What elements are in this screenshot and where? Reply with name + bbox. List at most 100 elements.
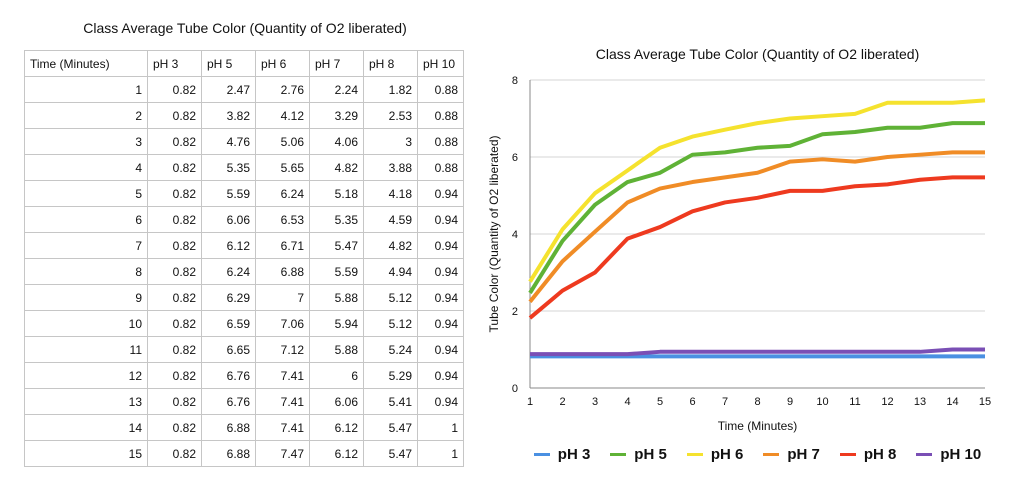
- table-row: 14 0.82 6.88 7.41 6.12 5.47 1: [24, 414, 464, 441]
- x-tick-label: 5: [657, 396, 663, 408]
- table-row: 1 0.82 2.47 2.76 2.24 1.82 0.88: [24, 76, 464, 103]
- legend-item: pH 6: [686, 446, 744, 463]
- data-table: Time (Minutes) pH 3 pH 5 pH 6 pH 7 pH 8 pH 10 …: [24, 50, 464, 467]
- table-cell: 5.65: [255, 154, 310, 181]
- chart-title: Class Average Tube Color (Quantity of O2…: [595, 46, 920, 62]
- legend-item: pH 8: [839, 446, 896, 463]
- chart-legend: pH 3 pH 5 pH 6 pH 7 pH 8 pH 10: [520, 446, 995, 463]
- y-tick-label: 2: [512, 306, 518, 318]
- y-tick-label: 0: [512, 383, 518, 395]
- table-cell: 4.76: [201, 128, 256, 155]
- table-cell: 3.29: [309, 102, 364, 129]
- table-cell: 4.94: [363, 258, 418, 285]
- table-cell: 7.47: [255, 440, 310, 467]
- table-cell: 6.76: [201, 362, 256, 389]
- table-cell: 2.47: [201, 76, 256, 103]
- table-cell: 0.94: [417, 284, 464, 311]
- legend-swatch: [763, 453, 780, 456]
- table-cell: 0.88: [417, 154, 464, 181]
- series-line-ph7: [528, 150, 985, 304]
- table-cell: 7.41: [255, 362, 310, 389]
- table-cell: 5.12: [363, 284, 418, 311]
- legend-swatch: [916, 453, 933, 456]
- table-cell: 0.82: [147, 76, 202, 103]
- table-cell: 0.94: [417, 258, 464, 285]
- table-cell: 6.12: [309, 440, 364, 467]
- table-cell: 6.88: [255, 258, 310, 285]
- table-cell: 7.12: [255, 336, 310, 363]
- table-row: 4 0.82 5.35 5.65 4.82 3.88 0.88: [24, 154, 464, 181]
- table-cell: 0.94: [417, 232, 464, 259]
- table-cell: 0.82: [147, 362, 202, 389]
- legend-swatch: [686, 453, 703, 456]
- table-row: 2 0.82 3.82 4.12 3.29 2.53 0.88: [24, 102, 464, 129]
- legend-item: pH 10: [916, 446, 981, 463]
- legend-swatch: [533, 453, 550, 456]
- table-cell: 2.53: [363, 102, 418, 129]
- table-header-cell: pH 6: [255, 50, 310, 77]
- table-cell: 5.88: [309, 284, 364, 311]
- y-axis-label: Tube Color (Quantity of O2 liberated): [487, 136, 501, 333]
- series-line-ph10: [530, 347, 985, 357]
- table-title: Class Average Tube Color (Quantity of O2…: [83, 20, 407, 36]
- x-tick-label: 7: [722, 396, 728, 408]
- table-cell: 2: [24, 102, 148, 129]
- x-tick-label: 13: [914, 396, 926, 408]
- x-tick-label: 11: [849, 396, 860, 408]
- x-tick-label: 14: [946, 396, 958, 408]
- table-cell: 5.59: [201, 180, 256, 207]
- table-cell: 10: [24, 310, 148, 337]
- x-tick-label: 15: [979, 396, 991, 408]
- series-line-ph5: [528, 121, 985, 294]
- legend-label: pH 5: [634, 446, 667, 463]
- table-cell: 1: [417, 414, 464, 441]
- table-cell: 0.94: [417, 206, 464, 233]
- legend-item: pH 5: [610, 446, 667, 463]
- table-cell: 6.12: [309, 414, 364, 441]
- legend-label: pH 3: [557, 446, 591, 463]
- table-row: 11 0.82 6.65 7.12 5.88 5.24 0.94: [24, 336, 464, 363]
- table-row: 13 0.82 6.76 7.41 6.06 5.41 0.94: [24, 388, 464, 415]
- table-cell: 0.82: [147, 232, 202, 259]
- legend-item: pH 7: [763, 446, 820, 463]
- legend-label: pH 6: [710, 446, 744, 463]
- legend-swatch: [839, 453, 856, 456]
- table-cell: 5.47: [309, 232, 364, 259]
- table-cell: 4.12: [255, 102, 310, 129]
- table-cell: 0.82: [147, 128, 202, 155]
- table-row: 8 0.82 6.24 6.88 5.59 4.94 0.94: [24, 258, 464, 285]
- table-cell: 7: [24, 232, 148, 259]
- x-tick-label: 2: [559, 396, 565, 408]
- table-header-cell: pH 3: [147, 50, 202, 77]
- table-row: 12 0.82 6.76 7.41 6 5.29 0.94: [24, 362, 464, 389]
- x-tick-label: 3: [592, 396, 598, 408]
- table-cell: 4.59: [363, 206, 418, 233]
- table-row: 15 0.82 6.88 7.47 6.12 5.47 1: [24, 440, 464, 467]
- table-cell: 5.94: [309, 310, 364, 337]
- table-cell: 8: [24, 258, 148, 285]
- x-axis-label: Time (Minutes): [718, 419, 798, 433]
- table-cell: 0.88: [417, 102, 464, 129]
- table-cell: 0.94: [417, 388, 464, 415]
- table-cell: 2.24: [309, 76, 364, 103]
- x-tick-label: 9: [787, 396, 793, 408]
- table-cell: 0.82: [147, 388, 202, 415]
- table-cell: 0.88: [417, 76, 464, 103]
- table-cell: 5.12: [363, 310, 418, 337]
- table-cell: 6.71: [255, 232, 310, 259]
- table-cell: 6: [24, 206, 148, 233]
- table-cell: 0.94: [417, 310, 464, 337]
- table-cell: 0.82: [147, 414, 202, 441]
- table-header-row: Time (Minutes) pH 3 pH 5 pH 6 pH 7 pH 8 pH 10: [24, 50, 464, 77]
- table-cell: 5.59: [309, 258, 364, 285]
- x-tick-label: 1: [527, 396, 533, 408]
- table-cell: 13: [24, 388, 148, 415]
- series-line-ph8: [528, 175, 985, 320]
- x-tick-label: 4: [624, 396, 630, 408]
- table-cell: 1.82: [363, 76, 418, 103]
- table-row: 5 0.82 5.59 6.24 5.18 4.18 0.94: [24, 180, 464, 207]
- table-cell: 12: [24, 362, 148, 389]
- legend-swatch: [610, 453, 627, 456]
- table-header-cell: pH 5: [201, 50, 256, 77]
